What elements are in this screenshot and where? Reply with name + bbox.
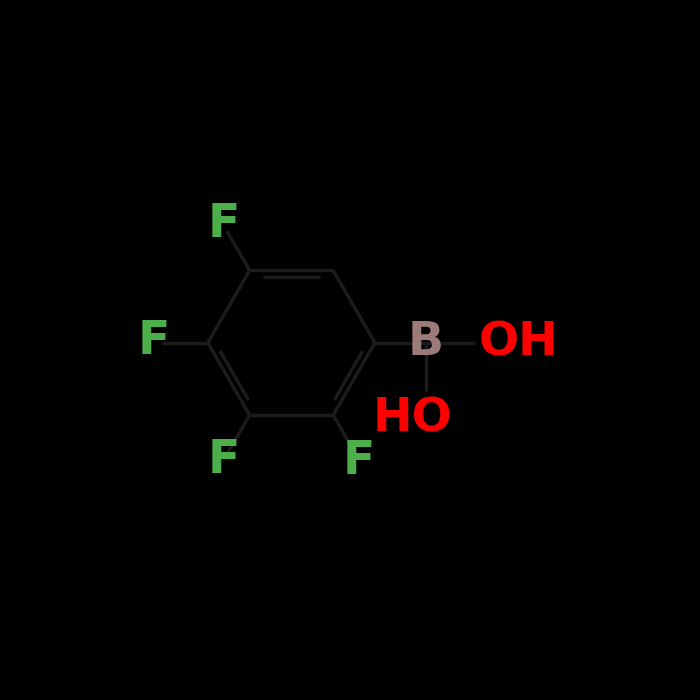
Text: F: F: [342, 440, 375, 484]
Text: OH: OH: [479, 320, 559, 365]
Text: F: F: [208, 438, 240, 482]
Text: HO: HO: [373, 397, 452, 442]
Text: F: F: [138, 319, 170, 364]
Text: F: F: [208, 202, 240, 246]
Text: B: B: [408, 320, 444, 365]
